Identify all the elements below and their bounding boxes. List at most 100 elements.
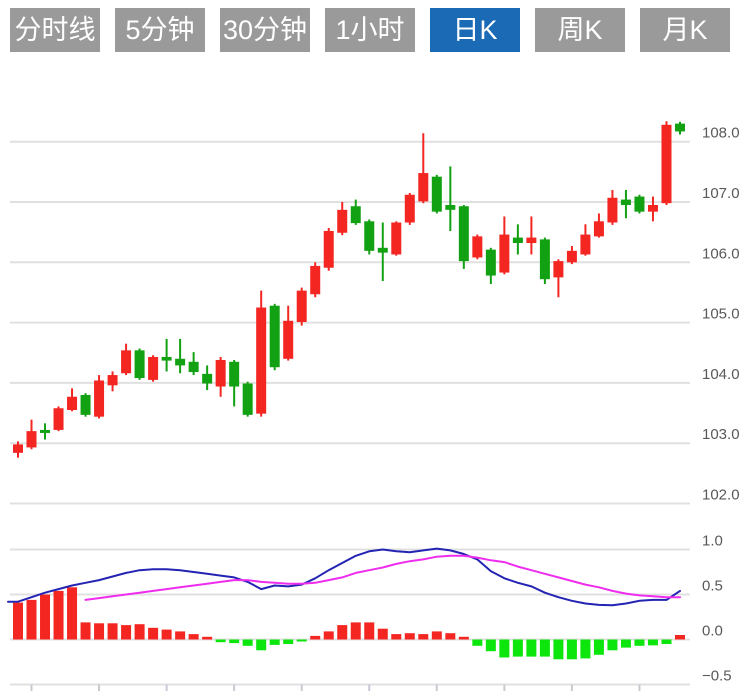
macd-histogram-bar	[499, 639, 510, 658]
macd-histogram-bar	[121, 625, 132, 640]
macd-histogram-bar	[661, 639, 672, 644]
price-axis-label: 105.0	[702, 306, 740, 323]
candle-body	[485, 249, 496, 276]
candle-body	[607, 197, 618, 223]
macd-histogram-bar	[391, 634, 402, 640]
candle-body	[337, 209, 348, 233]
macd-histogram-bar	[269, 639, 280, 645]
candle-body	[107, 375, 118, 386]
candle-body	[242, 383, 253, 415]
candle-body	[350, 206, 361, 224]
macd-histogram-bar	[553, 639, 564, 660]
macd-histogram-bar	[175, 631, 186, 640]
macd-histogram-bar	[256, 639, 267, 651]
price-axis-label: 108.0	[702, 125, 740, 142]
candle-body	[67, 396, 78, 411]
candle-body	[634, 196, 645, 212]
candle-body	[121, 350, 132, 374]
macd-histogram-bar	[323, 631, 334, 640]
candle-body	[323, 230, 334, 268]
candle-body	[458, 206, 469, 262]
macd-histogram-layer	[13, 587, 685, 660]
candle-body	[215, 359, 226, 387]
macd-histogram-bar	[377, 628, 388, 640]
tab-timeframe-1[interactable]: 5分钟	[115, 8, 205, 52]
candle-body	[269, 305, 280, 368]
macd-histogram-bar	[472, 639, 483, 646]
tab-timeframe-0[interactable]: 分时线	[10, 8, 100, 52]
macd-histogram-bar	[458, 636, 469, 640]
candle-body	[647, 205, 658, 212]
macd-histogram-bar	[188, 634, 199, 640]
macd-histogram-bar	[634, 639, 645, 646]
macd-histogram-bar	[161, 629, 172, 640]
candle-body	[134, 350, 145, 379]
macd-histogram-bar	[566, 639, 577, 660]
macd-histogram-bar	[526, 639, 537, 657]
candle-body	[472, 236, 483, 258]
macd-histogram-bar	[215, 639, 226, 643]
candle-body	[580, 234, 591, 255]
macd-histogram-bar	[431, 631, 442, 640]
candle-body	[539, 239, 550, 280]
macd-histogram-bar	[40, 594, 51, 640]
price-axis-label: 104.0	[702, 366, 740, 383]
price-axis-label: 107.0	[702, 185, 740, 202]
candle-body	[674, 123, 685, 132]
tab-timeframe-6[interactable]: 月K	[640, 8, 730, 52]
macd-histogram-bar	[350, 622, 361, 640]
candle-body	[13, 444, 23, 453]
macd-axis-label: 0.5	[702, 578, 723, 595]
candle-body	[391, 222, 402, 255]
axis-labels-layer: 108.0 107.0 106.0 105.0 104.0 103.0 102.0 1.0 0.…	[702, 125, 740, 685]
candle-body	[26, 431, 37, 448]
candle-body	[431, 176, 442, 212]
candle-body	[620, 199, 631, 206]
price-axis-label: 106.0	[702, 245, 740, 262]
macd-histogram-bar	[202, 636, 213, 640]
macd-histogram-bar	[67, 587, 78, 640]
candle-body	[553, 261, 564, 278]
macd-histogram-bar	[296, 639, 307, 642]
macd-histogram-bar	[607, 639, 618, 651]
tab-timeframe-3[interactable]: 1小时	[325, 8, 415, 52]
tab-timeframe-4[interactable]: 日K	[430, 8, 520, 52]
macd-axis-label: 0.0	[702, 623, 723, 640]
candle-body	[512, 237, 523, 244]
macd-histogram-bar	[337, 625, 348, 640]
candle-body	[80, 394, 91, 415]
macd-histogram-bar	[404, 633, 415, 640]
candle-body	[202, 373, 213, 384]
macd-histogram-bar	[539, 639, 550, 657]
candle-body	[256, 307, 267, 414]
candle-body	[148, 356, 159, 380]
macd-histogram-bar	[26, 599, 37, 640]
candle-body	[161, 356, 172, 361]
macd-histogram-bar	[445, 633, 456, 640]
timeframe-tabs: 分时线 5分钟 30分钟 1小时 日K 周K 月K	[0, 0, 754, 60]
candle-body	[661, 124, 672, 204]
candle-body	[175, 358, 186, 366]
tab-timeframe-2[interactable]: 30分钟	[220, 8, 310, 52]
macd-histogram-bar	[283, 639, 294, 644]
macd-histogram-bar	[580, 639, 591, 659]
tab-timeframe-5[interactable]: 周K	[535, 8, 625, 52]
grid-layer	[10, 140, 690, 691]
candle-body	[377, 247, 388, 253]
macd-histogram-bar	[485, 639, 496, 652]
candles-layer	[13, 121, 685, 458]
candle-body	[94, 380, 105, 417]
macd-axis-label: −0.5	[702, 668, 732, 685]
dea-line	[84, 554, 681, 601]
candle-body	[404, 194, 415, 223]
candle-body	[499, 234, 510, 273]
macd-histogram-bar	[13, 602, 23, 640]
macd-axis-label: 1.0	[702, 533, 723, 550]
candle-body	[283, 320, 294, 359]
macd-histogram-bar	[647, 639, 658, 646]
dif-line	[7, 547, 681, 607]
candle-body	[229, 361, 240, 387]
price-axis-label: 102.0	[702, 487, 740, 504]
candle-body	[188, 361, 199, 373]
